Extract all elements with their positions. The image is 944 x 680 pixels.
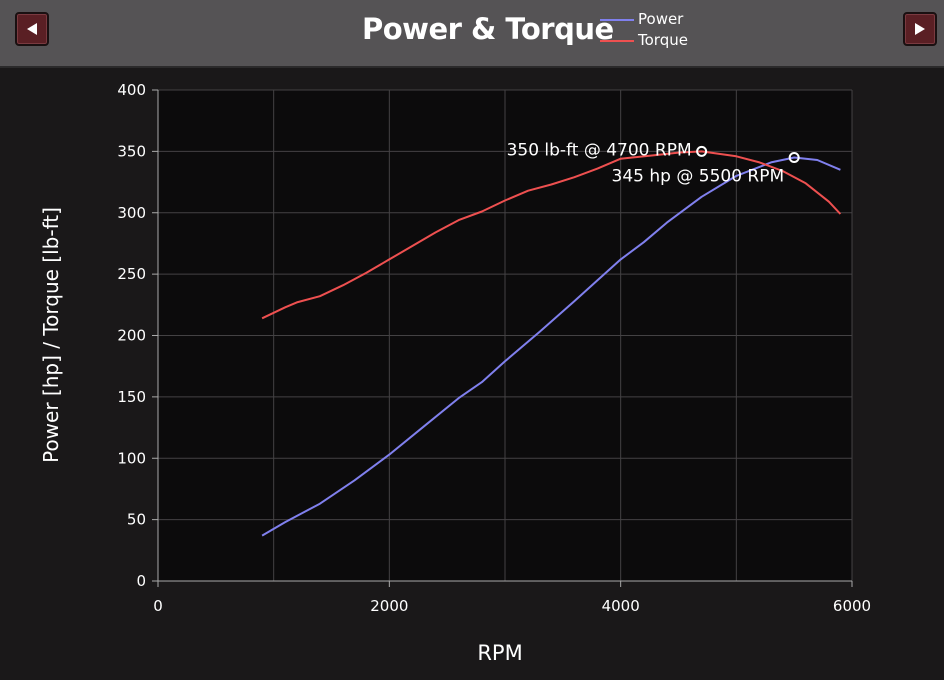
y-tick-label: 50 [127,511,146,529]
y-tick-label: 350 [117,142,146,160]
left-triangle-icon [27,23,37,35]
y-tick-label: 300 [117,204,146,222]
legend-entry-power: Power [600,10,683,28]
series-line-power [261,156,841,537]
next-chart-button[interactable] [903,12,937,46]
x-tick-label: 4000 [602,597,640,615]
y-tick-label: 100 [117,449,146,467]
grid-lines [157,89,853,587]
legend-label-power: Power [638,10,684,28]
x-axis-ticks: 0 2000 4000 6000 [153,581,871,615]
y-tick-label: 0 [136,572,146,590]
y-axis-ticks: 0 50 100 150 200 250 300 350 400 [117,81,158,590]
legend-swatch-power [600,18,634,21]
x-tick-label: 6000 [833,597,871,615]
y-tick-label: 250 [117,265,146,283]
previous-chart-button[interactable] [15,12,49,46]
series-lines [261,150,842,537]
right-triangle-icon [915,23,925,35]
y-axis-label: Power [hp] / Torque [lb-ft] [39,207,63,463]
chart-title: Power & Torque [362,12,614,46]
legend-label-torque: Torque [638,31,688,49]
y-tick-label: 150 [117,388,146,406]
series-line-torque [261,150,842,320]
chart-header: Power & Torque Power Torque [0,0,944,68]
peak-annotation-torque: 350 lb-ft @ 4700 RPM [507,140,692,160]
x-tick-label: 2000 [370,597,408,615]
x-axis-label: RPM [477,641,522,665]
annotations: 350 lb-ft @ 4700 RPM 345 hp @ 5500 RPM [507,140,800,187]
peak-marker-power [788,152,800,164]
legend-entry-torque: Torque [600,31,688,49]
x-tick-label: 0 [153,597,163,615]
peak-annotation-power: 345 hp @ 5500 RPM [612,167,785,187]
legend-swatch-torque [600,39,634,42]
y-tick-label: 200 [117,327,146,345]
y-tick-label: 400 [117,81,146,99]
peak-marker-torque [696,145,708,157]
